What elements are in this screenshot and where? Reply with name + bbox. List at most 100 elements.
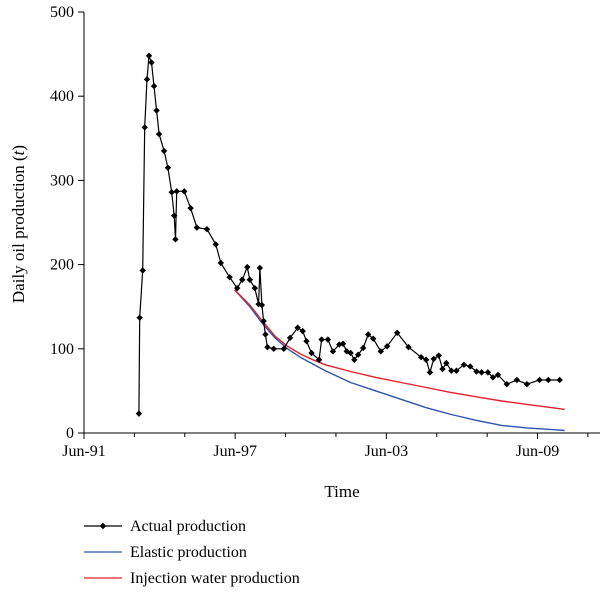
data-point xyxy=(513,376,521,384)
data-point xyxy=(370,335,377,342)
y-axis-title: Daily oil production (t) xyxy=(9,145,28,303)
legend-swatch-marker xyxy=(99,522,107,530)
y-tick-label: 0 xyxy=(66,425,74,442)
series-line xyxy=(234,289,565,411)
data-point xyxy=(270,345,277,352)
data-point xyxy=(203,226,211,233)
data-point xyxy=(286,334,294,342)
data-point xyxy=(141,124,148,131)
data-point xyxy=(139,267,146,274)
data-point xyxy=(153,107,160,114)
data-point xyxy=(173,188,180,195)
legend-label: Actual production xyxy=(130,518,246,535)
data-point xyxy=(354,351,362,358)
data-point xyxy=(150,82,158,90)
legend-label: Elastic production xyxy=(130,544,247,561)
data-point xyxy=(536,376,543,384)
data-point xyxy=(393,329,401,337)
data-point xyxy=(503,380,510,388)
data-point xyxy=(244,263,251,271)
data-point xyxy=(212,241,219,248)
x-axis-title: Time xyxy=(324,482,359,501)
legend-label: Injection water production xyxy=(130,570,300,587)
data-point xyxy=(443,359,450,367)
data-point xyxy=(164,164,172,171)
data-point xyxy=(226,274,233,281)
data-point xyxy=(478,369,485,376)
data-point xyxy=(422,356,430,363)
data-point xyxy=(426,369,434,376)
legend: Actual production Elastic production Injec… xyxy=(84,518,300,587)
x-tick-label: Jun-91 xyxy=(62,443,106,460)
data-point xyxy=(168,188,175,196)
data-point xyxy=(359,344,367,352)
data-point xyxy=(135,410,143,417)
data-point xyxy=(315,356,323,363)
data-point xyxy=(187,204,194,212)
data-point xyxy=(347,349,354,357)
y-tick-label: 300 xyxy=(50,172,74,189)
data-point xyxy=(329,348,337,355)
y-axis-title-suffix: ) xyxy=(9,145,28,151)
data-point xyxy=(233,284,241,292)
data-point xyxy=(405,343,412,351)
data-point xyxy=(260,317,267,325)
data-point xyxy=(181,188,188,195)
data-point xyxy=(308,349,315,357)
data-point xyxy=(523,380,531,388)
data-point xyxy=(489,374,497,381)
data-point xyxy=(264,343,271,351)
data-point xyxy=(294,324,301,331)
y-axis-title-unit: t xyxy=(9,149,28,155)
data-point xyxy=(299,327,306,335)
data-point xyxy=(246,276,253,283)
data-point xyxy=(148,59,155,66)
axes: 0 100 200 300 400 500 Jun-91 Jun-97 Jun-03 Jun-09 xyxy=(50,4,600,460)
series-group xyxy=(135,52,565,432)
data-point xyxy=(430,355,437,363)
y-tick-label: 500 xyxy=(50,4,74,21)
data-point xyxy=(217,259,225,267)
data-point xyxy=(143,76,151,83)
data-point xyxy=(484,369,492,376)
series-line xyxy=(138,55,560,414)
data-point xyxy=(256,264,264,272)
data-point xyxy=(136,314,143,321)
y-tick-label: 200 xyxy=(50,257,74,274)
data-point xyxy=(251,284,259,292)
data-point xyxy=(545,376,552,384)
data-point xyxy=(155,130,163,138)
data-point xyxy=(160,147,168,155)
data-point xyxy=(339,340,347,347)
data-point xyxy=(193,224,201,231)
x-tick-label: Jun-97 xyxy=(213,443,257,460)
data-point xyxy=(448,367,455,374)
y-tick-label: 400 xyxy=(50,88,74,105)
x-tick-label: Jun-09 xyxy=(516,443,560,460)
data-point xyxy=(556,376,563,384)
data-point xyxy=(494,371,502,379)
x-tick-label: Jun-03 xyxy=(365,443,409,460)
data-point xyxy=(262,331,269,338)
data-point xyxy=(453,367,460,374)
data-point xyxy=(324,336,332,343)
data-point xyxy=(239,276,246,283)
data-point xyxy=(377,348,385,355)
data-point xyxy=(280,345,287,352)
series-line xyxy=(234,289,565,432)
data-point xyxy=(417,354,425,361)
data-point xyxy=(365,331,372,338)
data-point xyxy=(303,338,310,345)
data-point xyxy=(145,52,153,59)
y-axis-title-prefix: Daily oil production ( xyxy=(9,155,28,303)
data-point xyxy=(318,336,325,343)
data-point xyxy=(439,365,446,373)
data-point xyxy=(172,236,179,243)
data-point xyxy=(383,343,391,350)
y-tick-label: 100 xyxy=(50,341,74,358)
data-point xyxy=(170,212,178,219)
data-point xyxy=(258,301,266,309)
data-point xyxy=(460,361,468,368)
data-point xyxy=(473,368,480,375)
